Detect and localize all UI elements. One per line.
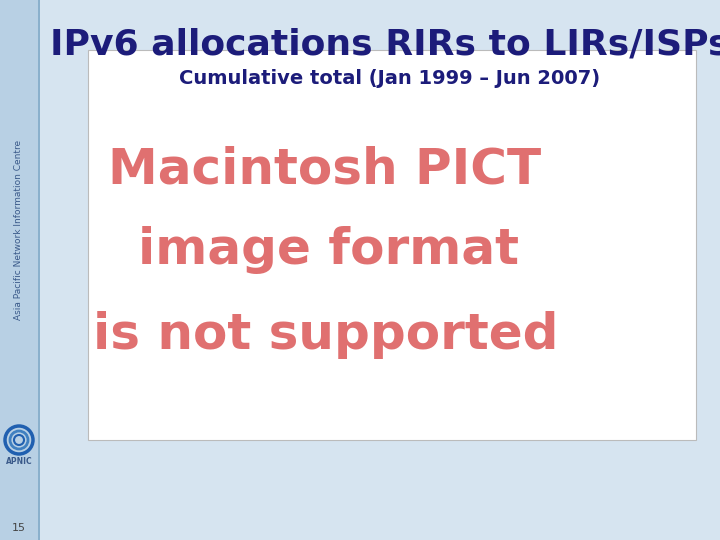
Text: image format: image format — [138, 226, 519, 274]
Text: 15: 15 — [12, 523, 26, 533]
Text: is not supported: is not supported — [93, 311, 559, 359]
Bar — [0, 0, 38, 540]
Text: Cumulative total (Jan 1999 – Jun 2007): Cumulative total (Jan 1999 – Jun 2007) — [179, 69, 600, 87]
Text: Macintosh PICT: Macintosh PICT — [108, 146, 541, 194]
Text: APNIC: APNIC — [6, 457, 32, 467]
Bar — [88, 50, 696, 440]
Text: IPv6 allocations RIRs to LIRs/ISPs: IPv6 allocations RIRs to LIRs/ISPs — [50, 28, 720, 62]
Bar — [38, 0, 40, 540]
Text: Asia Pacific Network Information Centre: Asia Pacific Network Information Centre — [14, 140, 24, 320]
